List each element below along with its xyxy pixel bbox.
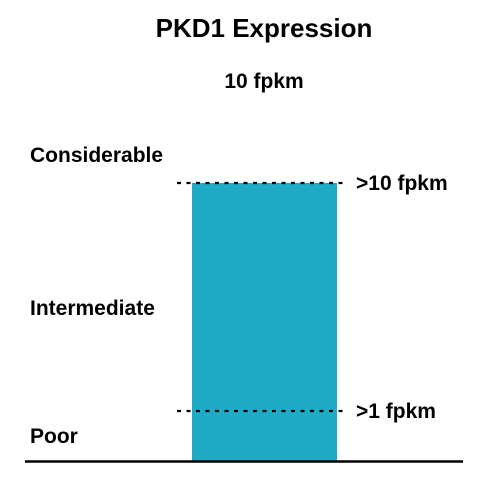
expression-bar — [192, 183, 337, 461]
level-label-poor: Poor — [30, 425, 78, 448]
chart-title: PKD1 Expression — [156, 13, 373, 43]
level-label-intermediate: Intermediate — [30, 297, 155, 320]
chart-subtitle: 10 fpkm — [224, 70, 303, 93]
level-label-considerable: Considerable — [30, 144, 163, 167]
threshold-label-high: >10 fpkm — [356, 172, 448, 195]
threshold-label-low: >1 fpkm — [356, 400, 436, 423]
